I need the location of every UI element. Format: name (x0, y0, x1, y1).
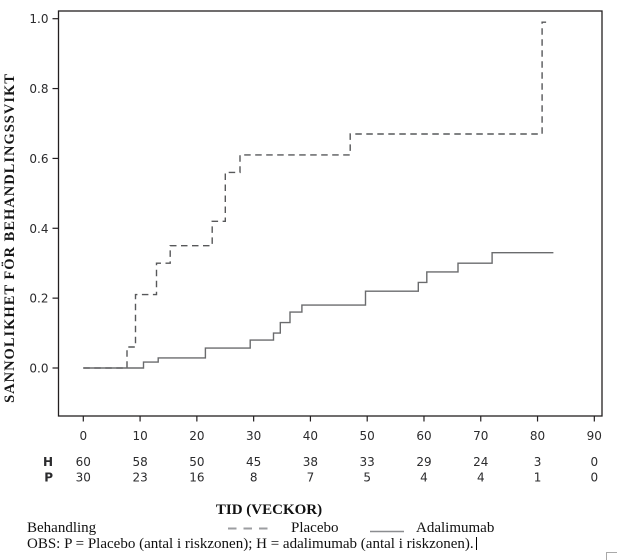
series-line-adalimumab (83, 251, 554, 369)
x-tick-label: 60 (416, 429, 431, 443)
x-tick-label: 90 (587, 429, 602, 443)
legend-title: Behandling (27, 520, 97, 536)
y-tick-label: 0.4 (29, 222, 48, 236)
risk-count: 30 (76, 471, 91, 485)
legend-label-adalimumab: Adalimumab (416, 520, 495, 536)
x-tick-label: 10 (132, 429, 147, 443)
x-tick-label: 20 (189, 429, 204, 443)
risk-count: 29 (416, 455, 431, 469)
risk-count: 24 (473, 455, 488, 469)
risk-count: 58 (132, 455, 147, 469)
corner-artifact (606, 552, 617, 560)
x-tick-label: 70 (473, 429, 488, 443)
risk-count: 0 (590, 471, 598, 485)
risk-count: 38 (303, 455, 318, 469)
legend-label-placebo: Placebo (291, 520, 339, 536)
text-cursor-icon (475, 537, 477, 550)
risk-count: 3 (534, 455, 542, 469)
x-axis-title: TID (VECKOR) (215, 502, 323, 518)
risk-count: 7 (307, 471, 315, 485)
risk-count: 60 (76, 455, 91, 469)
y-tick-label: 0.0 (29, 362, 48, 376)
y-tick-label: 1.0 (29, 12, 48, 26)
x-tick-label: 40 (303, 429, 318, 443)
risk-count: 0 (590, 455, 598, 469)
risk-count: 23 (132, 471, 147, 485)
x-tick-label: 0 (79, 429, 87, 443)
risk-count: 50 (189, 455, 204, 469)
y-tick-label: 0.6 (29, 152, 48, 166)
plot-border (57, 10, 603, 417)
footnote: OBS: P = Placebo (antal i riskzonen); H … (27, 536, 477, 553)
x-tick-label: 30 (246, 429, 261, 443)
x-tick-label: 50 (360, 429, 375, 443)
series-line-placebo (83, 21, 547, 369)
risk-count: 45 (246, 455, 261, 469)
risk-count: 8 (250, 471, 258, 485)
risk-count: 5 (363, 471, 371, 485)
footnote-text: OBS: P = Placebo (antal i riskzonen); H … (27, 536, 474, 552)
risk-row-label-p: P (44, 471, 53, 485)
risk-count: 33 (360, 455, 375, 469)
y-tick-label: 0.2 (29, 292, 48, 306)
risk-count: 1 (534, 471, 542, 485)
risk-count: 4 (420, 471, 428, 485)
risk-count: 16 (189, 471, 204, 485)
x-tick-label: 80 (530, 429, 545, 443)
y-axis-title: SANNOLIKHET FÖR BEHANDLINGSSVIKT (1, 73, 18, 403)
y-tick-label: 0.8 (29, 82, 48, 96)
risk-row-label-h: H (43, 455, 53, 469)
risk-count: 4 (477, 471, 485, 485)
